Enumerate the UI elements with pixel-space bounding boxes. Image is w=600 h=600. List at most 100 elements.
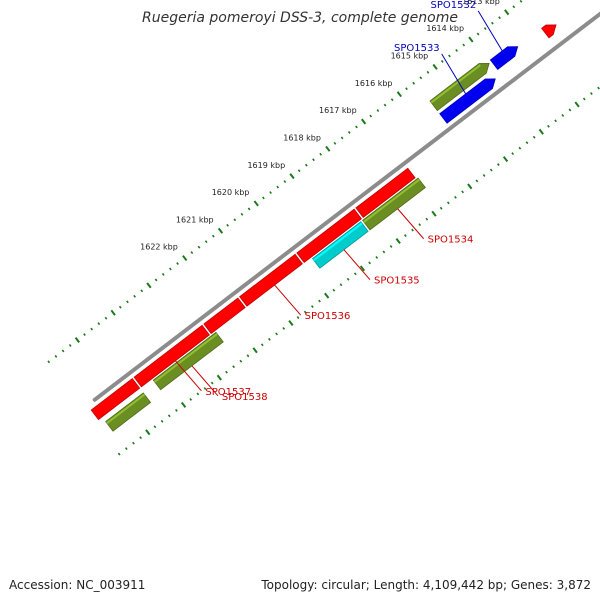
scale-tick-label: 1617 kbp	[319, 106, 357, 115]
minor-tick	[312, 158, 315, 162]
gene-arrow[interactable]	[203, 297, 246, 335]
gene-arrow[interactable]	[239, 253, 303, 307]
gene-feature[interactable]	[311, 221, 369, 269]
minor-tick	[169, 267, 172, 271]
minor-tick	[126, 300, 129, 304]
minor-tick	[582, 97, 586, 101]
major-tick	[431, 210, 437, 217]
minor-tick	[419, 76, 423, 80]
major-tick	[502, 156, 509, 163]
gene-feature[interactable]	[105, 392, 152, 432]
gene-arrow[interactable]	[355, 167, 416, 218]
gene-feature[interactable]	[90, 378, 141, 421]
gene-features	[90, 24, 557, 432]
minor-tick	[239, 359, 243, 363]
minor-tick	[455, 49, 458, 52]
gene-highlight	[91, 379, 135, 413]
minor-tick	[139, 436, 143, 440]
gene-highlight	[134, 326, 204, 380]
minor-tick	[448, 54, 451, 58]
gene-label[interactable]: SPO1532	[431, 0, 477, 11]
minor-tick	[425, 217, 429, 221]
minor-tick	[210, 381, 214, 385]
gene-label[interactable]: SPO1533	[394, 43, 440, 54]
scale-tick-label: 1613 kbp	[462, 0, 500, 6]
minor-tick	[518, 146, 522, 150]
gene-arrow[interactable]	[541, 24, 557, 39]
gene-feature[interactable]	[439, 78, 496, 124]
scale-tick-label: 1615 kbp	[391, 52, 429, 61]
gene-label[interactable]: SPO1535	[374, 276, 420, 287]
gene-arrow[interactable]	[133, 324, 210, 388]
minor-tick	[276, 185, 280, 189]
minor-tick	[104, 316, 108, 320]
gene-feature[interactable]	[429, 62, 490, 112]
scale-tick-label: 1616 kbp	[355, 79, 393, 88]
major-tick	[182, 255, 188, 262]
gene-highlight	[106, 393, 146, 424]
gene-arrow[interactable]	[152, 331, 224, 391]
minor-tick	[246, 354, 250, 358]
major-tick	[324, 292, 330, 299]
gene-label[interactable]: SPO1537	[205, 387, 251, 398]
minor-tick	[247, 207, 251, 211]
gene-arrow[interactable]	[296, 208, 362, 264]
gene-highlight	[240, 255, 297, 300]
gene-arrow[interactable]	[105, 392, 152, 432]
minor-tick	[297, 169, 301, 173]
gene-arrow[interactable]	[429, 62, 490, 112]
minor-tick	[268, 337, 271, 341]
major-tick	[253, 200, 259, 207]
minor-tick	[232, 365, 236, 369]
minor-tick	[353, 272, 357, 276]
gene-highlight	[153, 333, 218, 383]
scale-tick-label: 1622 kbp	[140, 243, 178, 252]
major-tick	[360, 118, 367, 125]
gene-arrow[interactable]	[90, 378, 141, 421]
minor-tick	[382, 250, 386, 254]
genome-summary-text: Topology: circular; Length: 4,109,442 bp…	[261, 578, 591, 592]
gene-feature[interactable]	[296, 208, 362, 264]
minor-tick	[275, 332, 278, 336]
gene-arrow[interactable]	[439, 78, 496, 124]
minor-tick	[511, 152, 515, 156]
gene-feature[interactable]	[489, 46, 519, 70]
major-tick	[538, 128, 544, 135]
major-tick	[432, 63, 438, 70]
minor-tick	[54, 354, 58, 358]
minor-tick	[475, 179, 479, 183]
gene-label[interactable]: SPO1534	[428, 235, 474, 246]
minor-tick	[411, 228, 414, 232]
gene-feature[interactable]	[362, 177, 426, 231]
gene-feature[interactable]	[203, 297, 246, 335]
minor-tick	[83, 333, 86, 336]
minor-tick	[519, 0, 523, 3]
gene-feature[interactable]	[541, 24, 557, 39]
gene-feature[interactable]	[152, 331, 224, 391]
gene-arrow[interactable]	[362, 177, 426, 231]
gene-label-leader	[397, 208, 425, 240]
gene-feature[interactable]	[133, 324, 210, 388]
gene-label[interactable]: SPO1538	[222, 392, 268, 403]
minor-tick	[161, 273, 165, 276]
major-tick	[252, 347, 258, 354]
minor-tick	[260, 343, 264, 347]
gene-arrow[interactable]	[489, 46, 519, 70]
gene-feature[interactable]	[355, 167, 416, 218]
gene-label[interactable]: SPO1536	[305, 311, 351, 322]
minor-tick	[489, 168, 493, 172]
minor-tick	[333, 141, 337, 145]
minor-tick	[176, 262, 179, 265]
gene-arrow[interactable]	[311, 221, 369, 269]
minor-tick	[525, 141, 529, 145]
minor-tick	[154, 278, 158, 282]
major-tick	[396, 91, 402, 98]
minor-tick	[304, 163, 308, 167]
minor-tick	[167, 414, 171, 418]
gene-feature[interactable]	[239, 253, 303, 307]
scale-tick-label: 1621 kbp	[176, 215, 214, 224]
major-tick	[180, 401, 187, 408]
minor-tick	[446, 201, 450, 205]
minor-tick	[389, 245, 393, 248]
minor-tick	[283, 180, 287, 184]
